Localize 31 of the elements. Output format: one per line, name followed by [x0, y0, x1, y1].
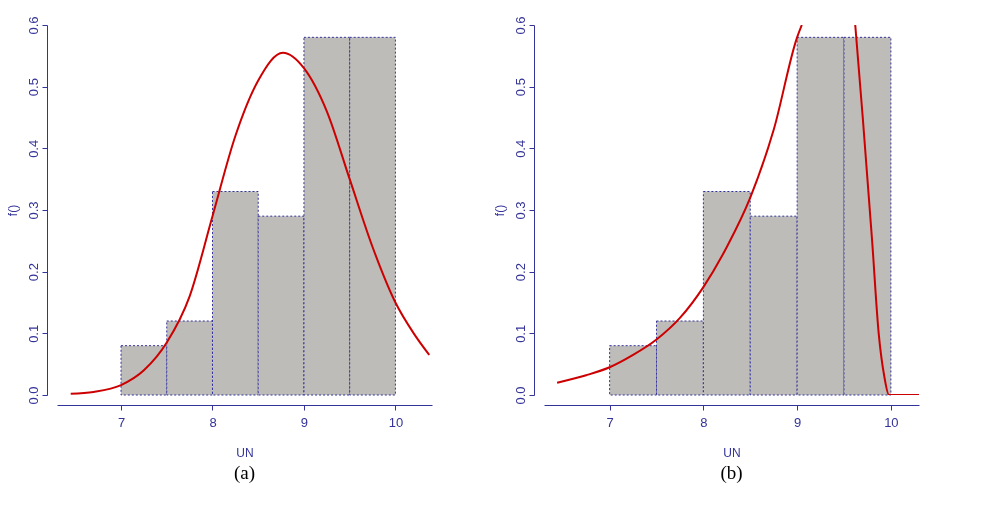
- y-tick-label: 0.1: [25, 324, 41, 343]
- line-series: [556, 25, 803, 384]
- y-tick-label: 0.2: [512, 263, 528, 282]
- y-tick-label: 0.3: [25, 201, 41, 220]
- y-tick-label: 0.5: [25, 78, 41, 97]
- y-tick-label: 0.0: [512, 386, 528, 405]
- x-tick-label: 8: [700, 414, 708, 430]
- y-tick-label: 0.6: [25, 16, 41, 35]
- x-tick-label: 10: [884, 414, 899, 430]
- x-tick-label: 8: [209, 414, 217, 430]
- y-axis-title: f(): [5, 204, 20, 217]
- x-tick-label: 7: [606, 414, 614, 430]
- text: (a): [233, 462, 256, 484]
- x-tick-label: 10: [388, 414, 404, 430]
- y-axis-title: f(): [492, 204, 507, 217]
- line-series: [69, 51, 431, 395]
- y-tick-label: 0.0: [25, 386, 41, 405]
- x-tick-label: 9: [300, 414, 309, 430]
- y-tick-label: 0.5: [512, 78, 528, 97]
- x-axis-title: UN: [236, 445, 254, 460]
- y-tick-label: 0.4: [512, 139, 528, 158]
- y-tick-label: 0.1: [512, 324, 528, 343]
- text: (b): [720, 462, 743, 484]
- x-tick-label: 7: [117, 414, 126, 430]
- y-tick-label: 0.3: [512, 201, 528, 220]
- y-tick-label: 0.6: [512, 16, 528, 35]
- x-tick-label: 9: [794, 414, 802, 430]
- line-series: [854, 25, 919, 395]
- y-tick-label: 0.4: [25, 139, 41, 158]
- y-tick-label: 0.2: [25, 263, 41, 282]
- x-axis-title: UN: [723, 445, 741, 460]
